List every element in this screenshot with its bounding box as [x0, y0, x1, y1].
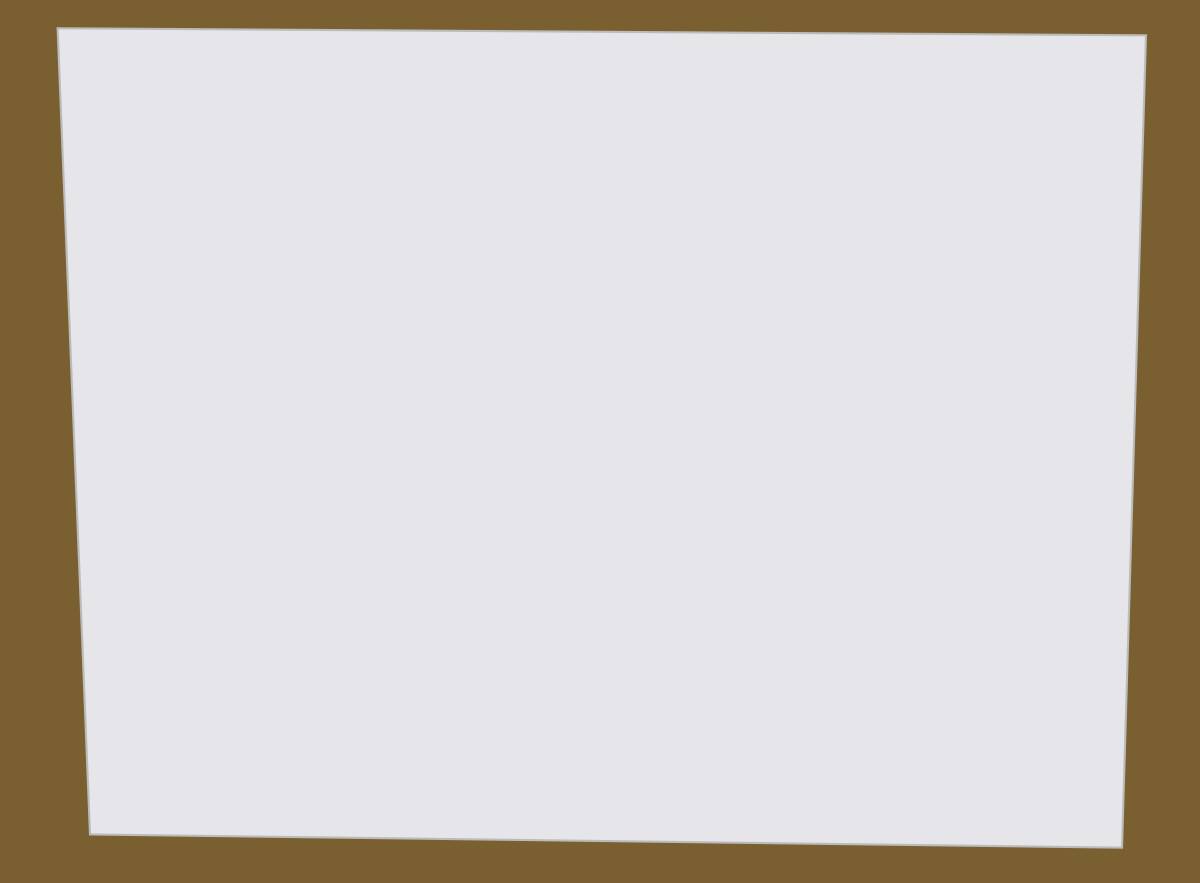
- Text: RED: RED: [601, 177, 624, 187]
- Text: ALL WIRE  14GAUGE: ALL WIRE 14GAUGE: [449, 751, 618, 769]
- Text: 12V: 12V: [961, 674, 988, 687]
- Text: 86: 86: [893, 401, 907, 414]
- Bar: [319, 442, 334, 458]
- Bar: [877, 414, 902, 428]
- Text: LIGHT: LIGHT: [528, 55, 571, 70]
- Text: WHITE: WHITE: [493, 503, 532, 516]
- Text: 12V: 12V: [737, 509, 763, 522]
- Text: 85: 85: [983, 386, 997, 399]
- Bar: [988, 399, 1014, 413]
- Text: SWITCH: SWITCH: [203, 553, 257, 567]
- Text: RELAY: RELAY: [977, 314, 1030, 332]
- Text: RED: RED: [970, 526, 995, 540]
- Text: 30: 30: [948, 461, 964, 473]
- Text: ACC.: ACC.: [338, 443, 367, 457]
- Bar: [934, 485, 947, 512]
- Text: GROUND: GROUND: [1028, 516, 1079, 526]
- Text: GROUND: GROUND: [282, 229, 331, 239]
- Text: || GROUND: || GROUND: [834, 338, 899, 351]
- Text: GROUND: GROUND: [444, 186, 491, 197]
- Text: BLK: BLK: [296, 206, 317, 216]
- Text: 10A: 10A: [655, 510, 677, 520]
- Text: (-): (-): [338, 404, 353, 416]
- Text: BLK.: BLK.: [611, 317, 636, 330]
- Text: RED: RED: [716, 176, 742, 189]
- Text: LIGHT: LIGHT: [290, 55, 334, 70]
- Bar: [920, 342, 932, 369]
- Text: 10A FUSE: 10A FUSE: [970, 575, 1026, 588]
- Text: FUSE: FUSE: [652, 529, 680, 539]
- Text: 87: 87: [923, 373, 938, 385]
- Text: BLK: BLK: [554, 186, 576, 197]
- Text: RED: RED: [458, 206, 482, 219]
- Text: 3 WAY CONNECTOR: 3 WAY CONNECTOR: [671, 151, 786, 163]
- Text: GREEN: GREEN: [682, 464, 722, 477]
- Text: (+): (+): [338, 484, 358, 496]
- Text: ACC.: ACC.: [546, 464, 574, 477]
- Text: ||: ||: [527, 185, 534, 198]
- Bar: [322, 442, 336, 458]
- Text: BLK.: BLK.: [1072, 386, 1098, 399]
